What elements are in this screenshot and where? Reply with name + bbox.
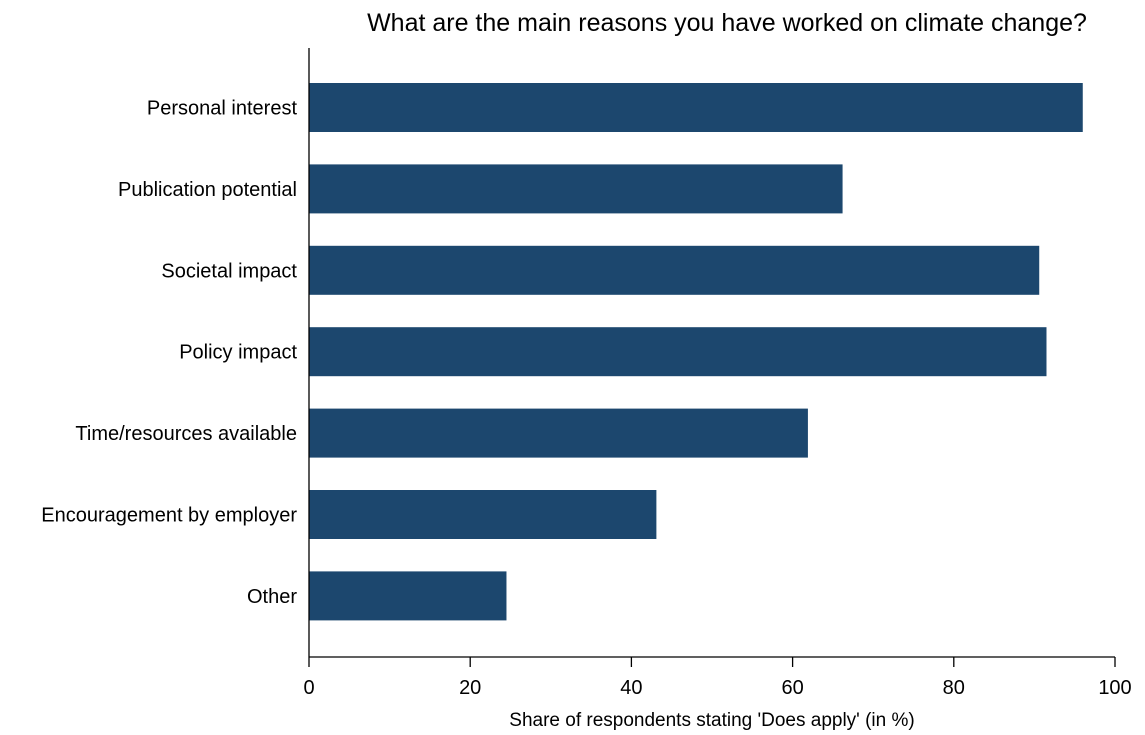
chart-title: What are the main reasons you have worke… xyxy=(367,9,1087,37)
category-label: Societal impact xyxy=(161,260,297,282)
bar-personal-interest xyxy=(309,83,1083,132)
x-tick-label: 60 xyxy=(781,677,803,699)
x-axis-ticks: 0 20 40 60 80 100 xyxy=(303,657,1132,699)
bar-time-resources-available xyxy=(309,408,808,458)
x-tick-label: 80 xyxy=(943,677,965,699)
bar-publication-potential xyxy=(309,164,843,214)
x-tick-label: 40 xyxy=(620,677,642,699)
bar-policy-impact xyxy=(309,327,1047,377)
x-axis-label: Share of respondents stating 'Does apply… xyxy=(509,710,914,731)
x-tick-label: 0 xyxy=(303,677,314,699)
x-tick-label: 20 xyxy=(459,677,481,699)
bar-other xyxy=(309,571,507,621)
category-label: Encouragement by employer xyxy=(41,505,297,527)
bar-societal-impact xyxy=(309,245,1040,295)
category-label: Policy impact xyxy=(179,342,297,364)
bar-encouragement-by-employer xyxy=(309,490,657,539)
category-label: Time/resources available xyxy=(75,423,297,445)
category-label: Personal interest xyxy=(147,98,298,120)
category-label: Publication potential xyxy=(118,179,297,201)
category-label: Other xyxy=(247,586,297,608)
x-tick-label: 100 xyxy=(1098,677,1131,699)
category-labels: Personal interest Publication potential So… xyxy=(41,98,297,608)
bars-group xyxy=(309,83,1083,621)
